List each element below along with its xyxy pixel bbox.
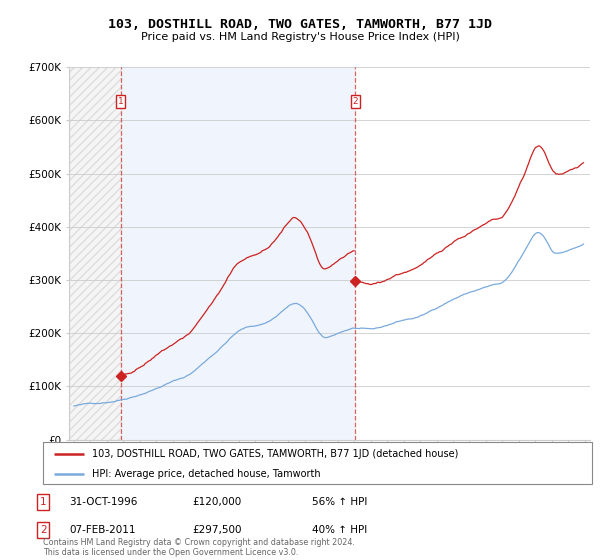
Bar (69, 67, 121, 440)
Text: Contains HM Land Registry data © Crown copyright and database right 2024.
This d: Contains HM Land Registry data © Crown c… (43, 538, 355, 557)
Text: £297,500: £297,500 (192, 525, 241, 535)
Text: Price paid vs. HM Land Registry's House Price Index (HPI): Price paid vs. HM Land Registry's House … (140, 32, 460, 43)
Text: 1: 1 (40, 497, 47, 507)
Text: 07-FEB-2011: 07-FEB-2011 (69, 525, 136, 535)
Bar (69, 67, 121, 440)
Text: 1: 1 (118, 97, 124, 106)
Text: £120,000: £120,000 (192, 497, 241, 507)
Text: 103, DOSTHILL ROAD, TWO GATES, TAMWORTH, B77 1JD: 103, DOSTHILL ROAD, TWO GATES, TAMWORTH,… (108, 18, 492, 31)
Text: 2: 2 (353, 97, 358, 106)
Text: 2: 2 (40, 525, 47, 535)
Text: 40% ↑ HPI: 40% ↑ HPI (312, 525, 367, 535)
Bar (69, 67, 121, 440)
Text: 56% ↑ HPI: 56% ↑ HPI (312, 497, 367, 507)
Text: 103, DOSTHILL ROAD, TWO GATES, TAMWORTH, B77 1JD (detached house): 103, DOSTHILL ROAD, TWO GATES, TAMWORTH,… (92, 449, 458, 459)
Text: 31-OCT-1996: 31-OCT-1996 (69, 497, 137, 507)
Bar (121, 67, 355, 440)
FancyBboxPatch shape (43, 442, 592, 484)
Text: HPI: Average price, detached house, Tamworth: HPI: Average price, detached house, Tamw… (92, 469, 320, 479)
